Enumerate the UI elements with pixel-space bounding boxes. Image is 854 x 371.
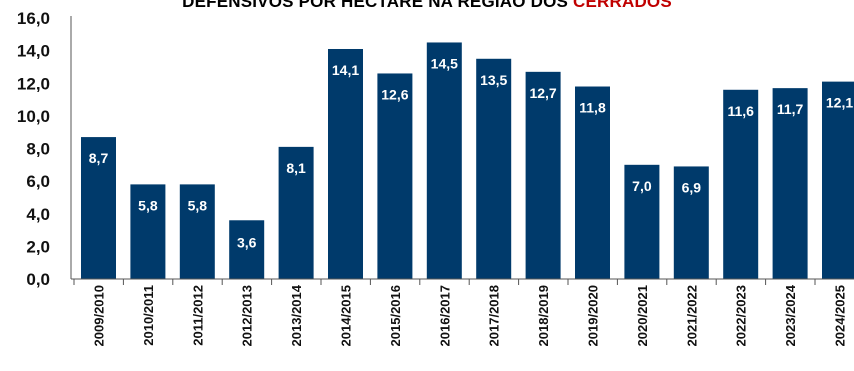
bar bbox=[278, 146, 314, 279]
bar bbox=[772, 88, 808, 279]
bars: 8,7 5,8 5,8 3,6 8,1 14,1 12,6 14,5 13,5 12,7 11,8 7… bbox=[81, 42, 854, 280]
bar bbox=[624, 164, 660, 279]
y-tick-label: 14,0 bbox=[17, 42, 50, 61]
x-tick-label: 2023/2024 bbox=[783, 284, 798, 346]
x-tick-label: 2016/2017 bbox=[437, 285, 452, 346]
bar bbox=[81, 137, 116, 279]
bar bbox=[179, 184, 215, 279]
y-tick-label: 6,0 bbox=[26, 172, 50, 191]
x-axis: 2009/2010 2010/2011 2011/2012 2012/2013 2013… bbox=[71, 278, 854, 346]
x-tick-label: 2011/2012 bbox=[190, 285, 205, 346]
y-tick-label: 12,0 bbox=[17, 74, 50, 93]
data-label: 14,5 bbox=[431, 55, 458, 71]
y-tick-label: 16,0 bbox=[17, 9, 50, 28]
bar bbox=[575, 86, 610, 279]
bar bbox=[673, 166, 709, 279]
x-tick-label: 2015/2016 bbox=[388, 285, 403, 346]
bar bbox=[822, 81, 854, 280]
bar bbox=[328, 48, 363, 280]
data-label: 13,5 bbox=[480, 72, 507, 88]
x-tick-label: 2012/2013 bbox=[240, 285, 255, 346]
chart-title: DEFENSIVOS POR HECTARE NA REGIÃO DOS CER… bbox=[0, 0, 854, 12]
chart-title-prefix: DEFENSIVOS POR HECTARE NA REGIÃO DOS bbox=[182, 0, 573, 11]
data-label: 12,1 bbox=[826, 95, 853, 111]
bar bbox=[723, 89, 759, 280]
x-tick-label: 2010/2011 bbox=[141, 285, 156, 346]
x-tick-label: 2014/2015 bbox=[339, 285, 354, 346]
x-tick-label: 2024/2025 bbox=[833, 285, 848, 346]
chart-title-highlight: CERRADOS bbox=[573, 0, 672, 11]
bar bbox=[130, 184, 166, 279]
x-tick-label: 2013/2014 bbox=[289, 284, 304, 346]
y-tick-label: 0,0 bbox=[26, 270, 50, 289]
y-tick-label: 4,0 bbox=[26, 205, 50, 224]
data-label: 14,1 bbox=[332, 62, 359, 78]
data-label: 5,8 bbox=[188, 197, 208, 213]
data-label: 11,8 bbox=[579, 100, 606, 116]
bar bbox=[525, 71, 561, 279]
x-tick-label: 2009/2010 bbox=[92, 285, 107, 346]
y-tick-label: 8,0 bbox=[26, 140, 50, 159]
x-tick-label: 2021/2022 bbox=[684, 285, 699, 346]
x-tick-label: 2018/2019 bbox=[536, 285, 551, 346]
y-axis: 0,0 2,0 4,0 6,0 8,0 10,0 12,0 14,0 16,0 bbox=[17, 9, 72, 289]
bar bbox=[476, 58, 512, 279]
data-label: 11,7 bbox=[777, 101, 804, 117]
x-tick-label: 2019/2020 bbox=[586, 285, 601, 346]
data-label: 7,0 bbox=[632, 178, 652, 194]
data-label: 3,6 bbox=[237, 234, 257, 250]
data-label: 8,1 bbox=[286, 160, 306, 176]
x-tick-label: 2017/2018 bbox=[487, 285, 502, 346]
data-label: 11,6 bbox=[727, 103, 754, 119]
bar bbox=[229, 220, 265, 279]
data-label: 6,9 bbox=[682, 179, 702, 195]
bar bbox=[426, 42, 462, 279]
y-tick-label: 10,0 bbox=[17, 107, 50, 126]
data-label: 8,7 bbox=[89, 150, 109, 166]
bar bbox=[377, 73, 413, 280]
y-tick-label: 2,0 bbox=[26, 237, 50, 256]
data-label: 5,8 bbox=[138, 197, 158, 213]
x-tick-label: 2020/2021 bbox=[635, 285, 650, 346]
data-label: 12,7 bbox=[529, 85, 556, 101]
data-label: 12,6 bbox=[381, 86, 408, 102]
x-tick-label: 2022/2023 bbox=[734, 285, 749, 346]
